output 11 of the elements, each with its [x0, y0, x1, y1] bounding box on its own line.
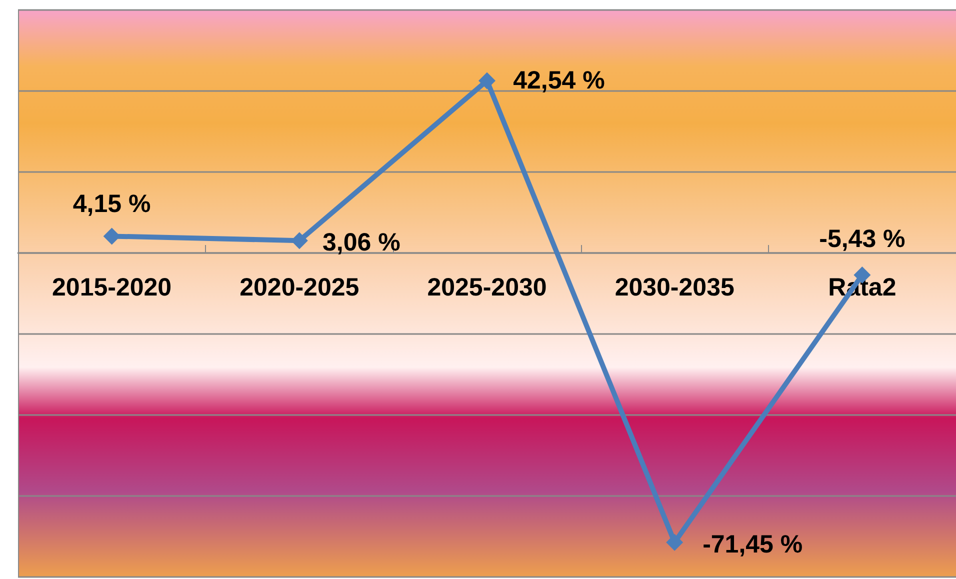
- data-label: 42,54 %: [513, 66, 605, 95]
- data-label: 4,15 %: [72, 190, 151, 218]
- data-label: -5,43 %: [819, 224, 906, 253]
- point: [666, 534, 684, 551]
- point: [478, 72, 496, 90]
- x-tick-label: 2015-2020: [52, 274, 172, 302]
- data-label: -71,45 %: [702, 530, 803, 558]
- x-tick-label: 2020-2025: [240, 274, 360, 302]
- x-tick-label: 2025-2030: [427, 274, 547, 302]
- data-label: 3,06 %: [322, 228, 400, 257]
- x-tick-label: 2030-2035: [614, 274, 734, 302]
